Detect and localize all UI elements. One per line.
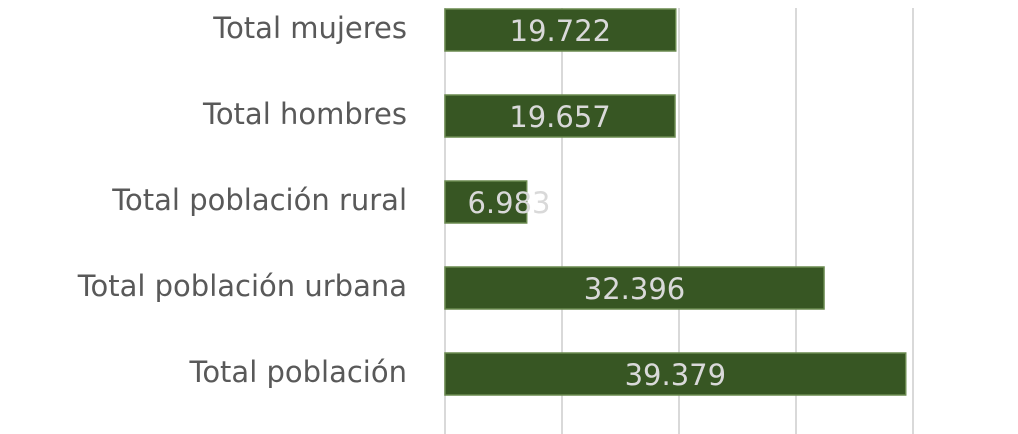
y-tick-label: Total población [189,355,407,389]
data-label: 6.983 [467,186,550,220]
bar [444,180,528,224]
y-tick-label: Total población rural [111,183,407,217]
y-tick-label: Total población urbana [77,269,407,303]
bar [444,94,676,138]
data-label: 39.379 [625,358,726,392]
bar [444,8,677,52]
y-tick-label: Total hombres [202,97,407,131]
y-tick-label: Total mujeres [212,11,407,45]
data-label: 19.657 [509,100,610,134]
data-label: 32.396 [584,272,685,306]
data-label: 19.722 [510,14,611,48]
bar [444,352,907,396]
bar [444,266,825,310]
